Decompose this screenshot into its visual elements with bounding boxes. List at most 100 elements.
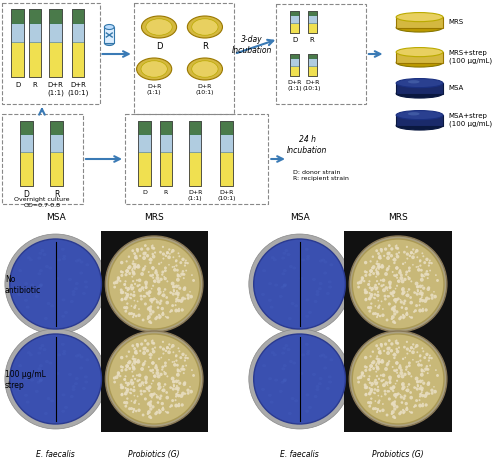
- Circle shape: [139, 350, 141, 352]
- Circle shape: [136, 258, 138, 260]
- Circle shape: [380, 352, 382, 355]
- Circle shape: [186, 365, 187, 367]
- Text: MSA: MSA: [46, 213, 66, 221]
- Circle shape: [426, 365, 428, 368]
- Circle shape: [164, 276, 165, 278]
- Circle shape: [178, 348, 180, 350]
- Circle shape: [132, 408, 136, 411]
- Circle shape: [370, 388, 374, 392]
- Circle shape: [393, 369, 396, 372]
- Bar: [290, 16, 299, 24]
- Circle shape: [167, 256, 171, 260]
- Circle shape: [148, 259, 150, 261]
- Ellipse shape: [141, 62, 168, 78]
- Circle shape: [368, 393, 370, 395]
- Ellipse shape: [283, 379, 287, 382]
- Circle shape: [144, 266, 146, 268]
- Ellipse shape: [328, 281, 332, 284]
- Ellipse shape: [316, 388, 320, 391]
- Circle shape: [430, 297, 434, 300]
- Circle shape: [132, 344, 134, 347]
- Ellipse shape: [286, 254, 290, 257]
- Circle shape: [132, 250, 134, 253]
- Circle shape: [420, 265, 422, 267]
- Circle shape: [424, 276, 425, 278]
- Circle shape: [396, 362, 398, 365]
- Circle shape: [153, 375, 156, 378]
- Circle shape: [408, 372, 411, 375]
- Circle shape: [404, 262, 406, 264]
- Circle shape: [408, 277, 411, 281]
- Circle shape: [376, 250, 378, 253]
- Circle shape: [420, 292, 424, 295]
- Circle shape: [374, 286, 376, 288]
- Circle shape: [380, 267, 382, 269]
- Circle shape: [126, 382, 130, 386]
- Circle shape: [146, 318, 149, 320]
- Ellipse shape: [279, 390, 282, 393]
- Ellipse shape: [330, 358, 334, 362]
- Circle shape: [148, 307, 152, 310]
- Circle shape: [419, 395, 421, 398]
- Circle shape: [392, 390, 394, 392]
- Ellipse shape: [408, 113, 420, 116]
- Circle shape: [426, 258, 428, 262]
- Text: D: D: [24, 189, 30, 199]
- Ellipse shape: [38, 380, 42, 382]
- Ellipse shape: [39, 283, 43, 287]
- Circle shape: [137, 359, 140, 362]
- Circle shape: [378, 257, 380, 259]
- Circle shape: [420, 364, 423, 367]
- Circle shape: [125, 401, 128, 405]
- Ellipse shape: [24, 299, 28, 302]
- Bar: [72, 10, 85, 24]
- Circle shape: [136, 249, 138, 250]
- Circle shape: [377, 263, 380, 266]
- Ellipse shape: [308, 406, 312, 409]
- Circle shape: [158, 412, 161, 414]
- Circle shape: [164, 383, 166, 386]
- Ellipse shape: [29, 354, 33, 357]
- Circle shape: [429, 270, 431, 272]
- Circle shape: [393, 404, 396, 407]
- Circle shape: [377, 291, 379, 294]
- Ellipse shape: [271, 351, 274, 354]
- Circle shape: [180, 276, 182, 278]
- Circle shape: [424, 368, 428, 371]
- Circle shape: [393, 309, 396, 312]
- Circle shape: [390, 349, 393, 353]
- Ellipse shape: [268, 394, 272, 397]
- Ellipse shape: [292, 362, 296, 365]
- Circle shape: [169, 348, 171, 350]
- Ellipse shape: [324, 356, 328, 359]
- Circle shape: [364, 271, 366, 274]
- Circle shape: [406, 295, 407, 297]
- Circle shape: [128, 363, 130, 365]
- Circle shape: [142, 362, 146, 365]
- Circle shape: [424, 300, 427, 303]
- Circle shape: [152, 255, 156, 259]
- Circle shape: [388, 244, 390, 248]
- Circle shape: [140, 248, 143, 251]
- Circle shape: [158, 302, 162, 305]
- Circle shape: [418, 285, 422, 288]
- Circle shape: [154, 412, 158, 415]
- Circle shape: [124, 274, 128, 277]
- Circle shape: [180, 262, 182, 264]
- Ellipse shape: [282, 273, 286, 275]
- Ellipse shape: [328, 381, 332, 384]
- Ellipse shape: [312, 278, 316, 282]
- Text: D+R
(10:1): D+R (10:1): [303, 80, 322, 91]
- Circle shape: [166, 375, 168, 377]
- Circle shape: [180, 300, 184, 303]
- Circle shape: [184, 262, 187, 264]
- Circle shape: [420, 393, 422, 395]
- Circle shape: [134, 305, 136, 307]
- Circle shape: [394, 417, 396, 419]
- Circle shape: [435, 369, 437, 371]
- Circle shape: [134, 361, 136, 363]
- Circle shape: [424, 357, 426, 359]
- Circle shape: [176, 278, 180, 282]
- Circle shape: [376, 268, 378, 270]
- Ellipse shape: [270, 401, 274, 404]
